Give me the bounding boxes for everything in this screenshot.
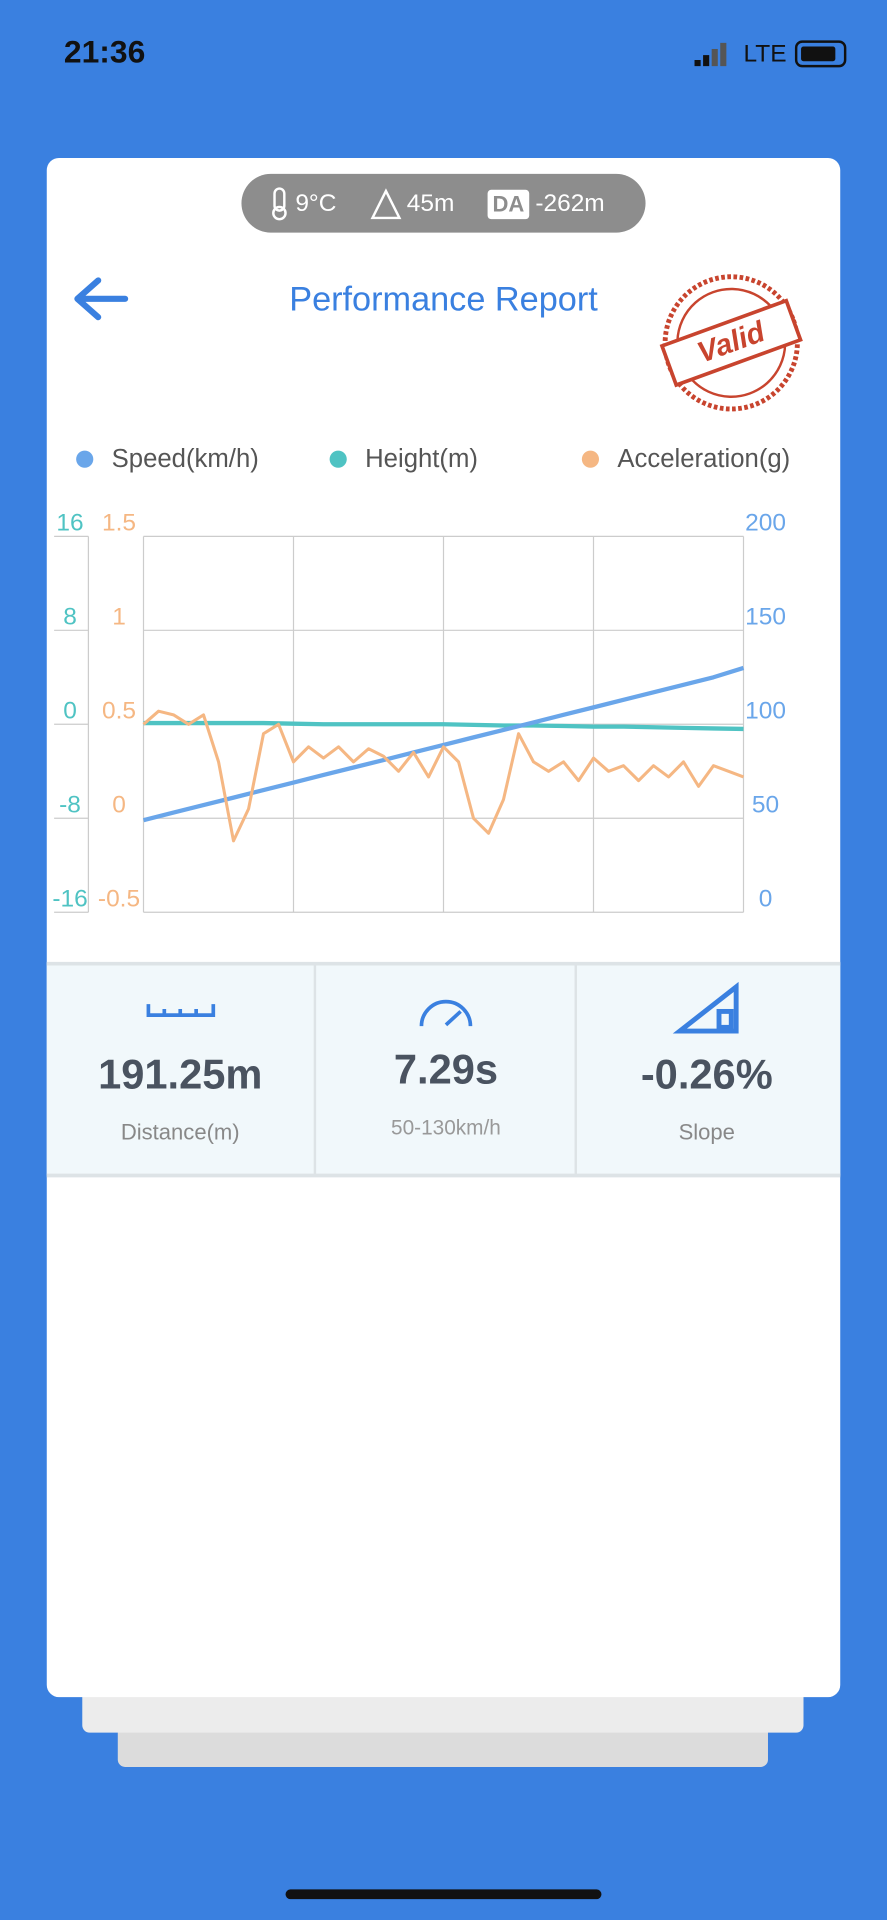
conditions-pill (241, 173, 646, 233)
y-tick-label: -8 (59, 791, 81, 818)
ruler-icon (146, 1004, 216, 1017)
y2-tick-label: 200 (745, 510, 786, 537)
legend-label: Height(m) (365, 445, 478, 473)
stat-value: 191.25m (98, 1051, 262, 1098)
legend-marker (76, 450, 94, 468)
series-line (143, 720, 744, 732)
y3-tick-label: -0.5 (98, 885, 140, 912)
y3-tick-label: 0 (112, 791, 126, 818)
clock: 21:36 (64, 33, 145, 69)
y2-tick-label: 50 (752, 791, 779, 818)
legend-marker (581, 450, 600, 468)
y-tick-label: 8 (63, 604, 77, 631)
y3-tick-label: 1.5 (102, 510, 136, 537)
stat-label: 50-130km/h (391, 1116, 501, 1139)
stat-label: Slope (679, 1120, 735, 1145)
battery (794, 40, 847, 68)
legend-label: Acceleration(g) (617, 445, 790, 473)
y-tick-label: 0 (63, 698, 77, 725)
temperature: 9°C (295, 190, 336, 217)
home-indicator (285, 1889, 602, 1900)
stat-value: 7.29s (394, 1046, 498, 1093)
da-badge-bg (487, 189, 530, 220)
page-title: Performance Report (289, 280, 598, 318)
thermometer-icon (272, 187, 287, 221)
series-line (142, 709, 745, 843)
legend-label: Speed(km/h) (112, 445, 259, 473)
density-altitude: -262m (535, 190, 604, 217)
legend-marker (329, 450, 347, 468)
da-badge: DA (492, 192, 524, 217)
gauge-icon (419, 999, 473, 1027)
y-tick-label: -16 (52, 885, 87, 912)
mountain-icon (370, 188, 402, 220)
stats-panel (46, 962, 841, 1176)
y2-tick-label: 100 (745, 698, 786, 725)
y3-tick-label: 0.5 (102, 698, 136, 725)
y2-tick-label: 150 (745, 604, 786, 631)
y2-tick-label: 0 (759, 885, 773, 912)
signal (694, 42, 727, 67)
stat-value: -0.26% (641, 1051, 773, 1098)
y3-tick-label: 1 (112, 604, 126, 631)
series-line (142, 665, 745, 823)
stat-label: Distance(m) (121, 1120, 240, 1145)
card (46, 157, 841, 1698)
y-tick-label: 16 (56, 510, 83, 537)
slope-icon (672, 981, 739, 1034)
back-button[interactable] (74, 277, 129, 321)
network: LTE (744, 41, 787, 68)
altitude: 45m (407, 190, 455, 217)
